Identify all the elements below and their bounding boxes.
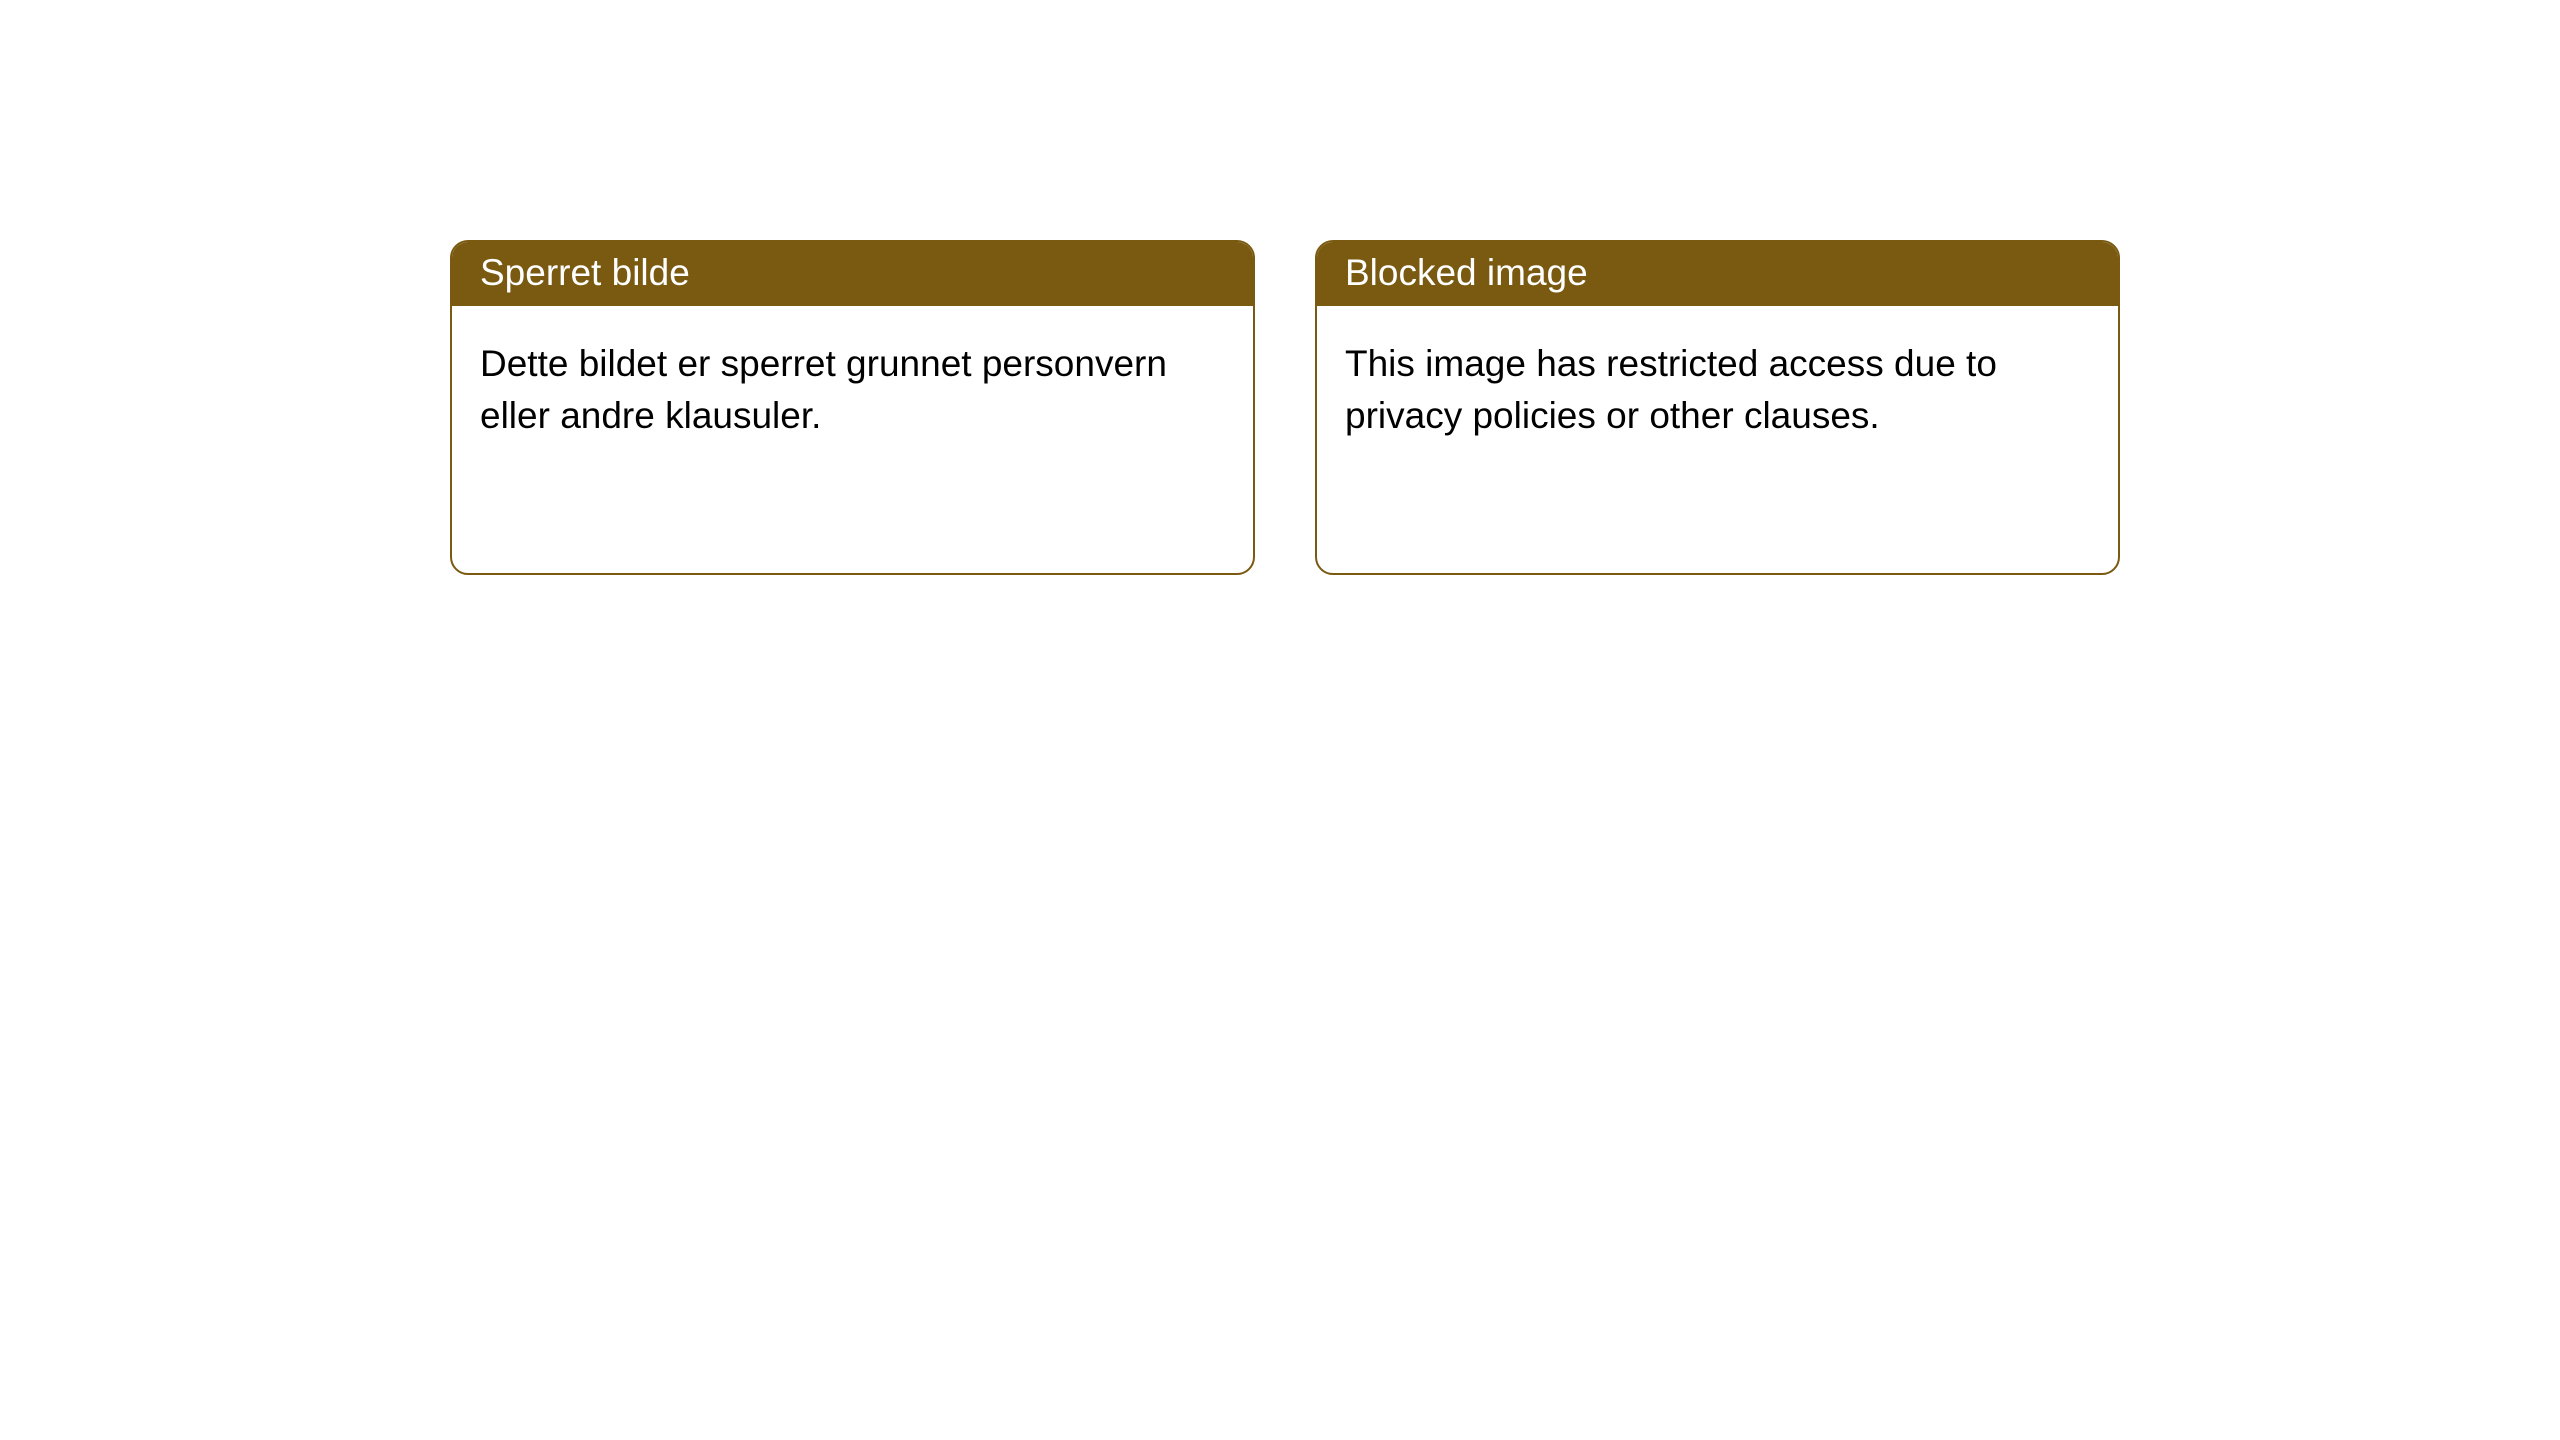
notice-card-norwegian: Sperret bilde Dette bildet er sperret gr… <box>450 240 1255 575</box>
notice-container: Sperret bilde Dette bildet er sperret gr… <box>0 0 2560 575</box>
card-title: Blocked image <box>1345 252 1588 293</box>
card-body-text: This image has restricted access due to … <box>1345 343 1997 436</box>
card-header: Sperret bilde <box>452 242 1253 306</box>
card-header: Blocked image <box>1317 242 2118 306</box>
card-body: Dette bildet er sperret grunnet personve… <box>452 306 1253 474</box>
card-body-text: Dette bildet er sperret grunnet personve… <box>480 343 1167 436</box>
card-title: Sperret bilde <box>480 252 690 293</box>
notice-card-english: Blocked image This image has restricted … <box>1315 240 2120 575</box>
card-body: This image has restricted access due to … <box>1317 306 2118 474</box>
